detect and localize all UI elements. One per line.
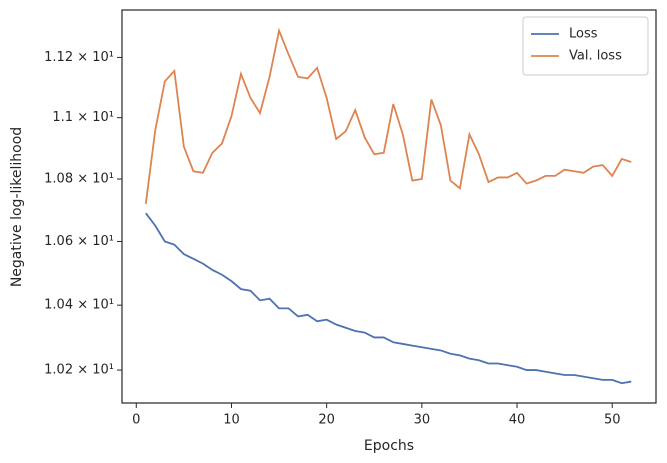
x-axis-label: Epochs	[364, 438, 414, 454]
y-tick-label: 1.02 × 10¹	[44, 363, 114, 378]
series-line	[144, 27, 632, 204]
x-tick-label: 40	[509, 413, 526, 428]
y-tick-label: 1.06 × 10¹	[44, 234, 114, 249]
series-line	[145, 212, 632, 385]
y-tick-label: 1.08 × 10¹	[44, 171, 114, 186]
legend-box	[522, 16, 649, 76]
y-tick-label: 1.12 × 10¹	[44, 50, 114, 65]
legend-label: Loss	[569, 27, 598, 42]
x-tick-label: 10	[223, 413, 240, 428]
y-tick-label: 1.1 × 10¹	[52, 110, 114, 125]
x-tick-label: 50	[604, 413, 621, 428]
x-tick-label: 20	[318, 413, 335, 428]
y-axis-label: Negative log-likelihood	[9, 127, 25, 287]
legend-label: Val. loss	[569, 49, 622, 64]
x-tick-label: 0	[132, 413, 140, 428]
y-tick-label: 1.04 × 10¹	[44, 298, 114, 313]
x-tick-label: 30	[414, 413, 431, 428]
plot-frame	[121, 9, 657, 404]
